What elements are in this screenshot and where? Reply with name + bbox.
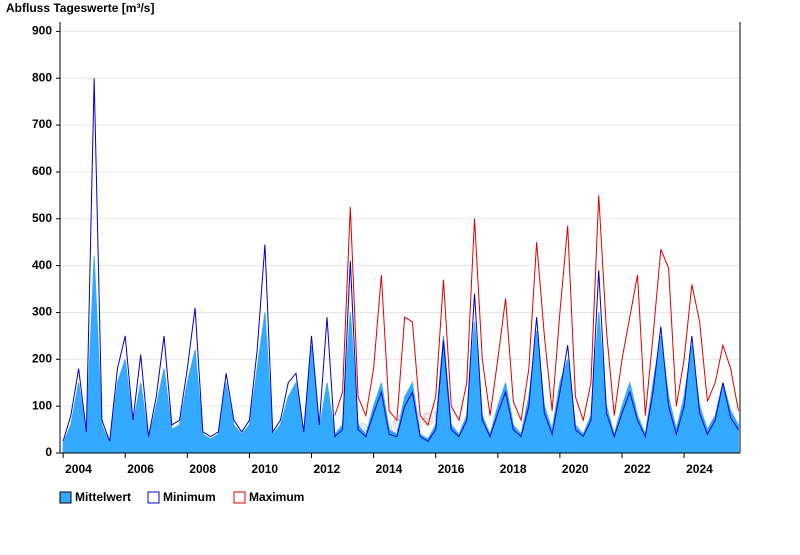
legend-swatch <box>233 491 246 504</box>
x-tick-label: 2012 <box>314 462 341 476</box>
x-tick-label: 2024 <box>686 462 713 476</box>
legend-label: Maximum <box>249 490 304 504</box>
legend-swatch <box>59 491 72 504</box>
y-tick-label: 200 <box>32 351 52 365</box>
x-tick-label: 2014 <box>376 462 403 476</box>
x-tick-label: 2016 <box>438 462 465 476</box>
x-tick-label: 2010 <box>251 462 278 476</box>
x-tick-label: 2020 <box>562 462 589 476</box>
x-tick-label: 2006 <box>127 462 154 476</box>
line-series <box>62 78 739 442</box>
y-tick-label: 300 <box>32 305 52 319</box>
legend-swatch <box>147 491 160 504</box>
x-tick-label: 2008 <box>189 462 216 476</box>
chart-title: Abfluss Tageswerte [m³/s] <box>6 1 154 15</box>
y-tick-label: 600 <box>32 164 52 178</box>
y-tick-label: 0 <box>45 445 52 459</box>
y-tick-label: 400 <box>32 258 52 272</box>
y-tick-label: 700 <box>32 117 52 131</box>
y-tick-label: 800 <box>32 70 52 84</box>
line-series <box>334 195 739 426</box>
x-tick-label: 2022 <box>624 462 651 476</box>
legend-label: Minimum <box>163 490 216 504</box>
x-tick-label: 2018 <box>500 462 527 476</box>
legend-label: Mittelwert <box>75 490 131 504</box>
y-tick-label: 500 <box>32 211 52 225</box>
x-tick-label: 2004 <box>65 462 92 476</box>
y-tick-label: 900 <box>32 24 52 38</box>
area-series <box>62 256 739 454</box>
y-tick-label: 100 <box>32 398 52 412</box>
